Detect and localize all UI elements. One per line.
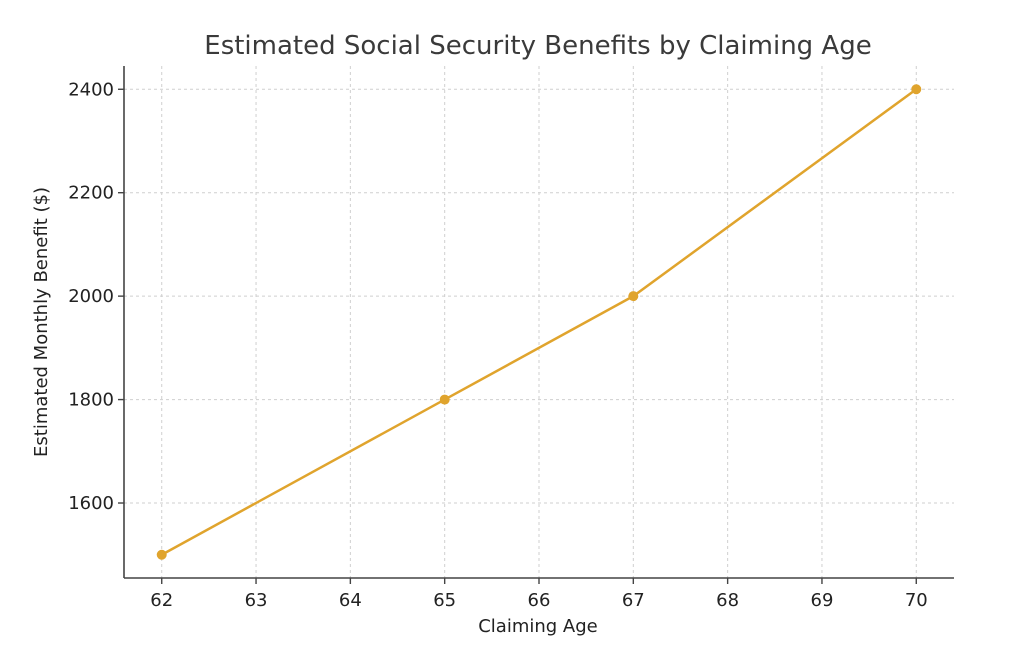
x-tick-label: 68 [716,590,739,611]
x-tick-label: 64 [339,590,362,611]
y-tick-label: 1600 [68,493,114,514]
x-tick-label: 63 [245,590,268,611]
data-point [911,84,922,95]
y-ticks: 1600 1800 2000 2200 2400 [68,79,124,514]
axes [123,66,954,579]
data-point [628,291,639,302]
y-tick-label: 1800 [68,390,114,411]
grid [124,66,954,578]
data-point [439,394,450,405]
x-tick-label: 65 [433,590,456,611]
series [156,84,922,560]
y-tick-label: 2000 [68,286,114,307]
series-line [161,88,918,556]
y-tick-label: 2200 [68,183,114,204]
x-tick-label: 62 [150,590,173,611]
x-tick-label: 70 [905,590,928,611]
x-tick-label: 67 [622,590,645,611]
y-tick-label: 2400 [68,79,114,100]
x-axis-label: Claiming Age [478,616,598,637]
x-ticks: 62 63 64 65 66 67 68 69 70 [150,578,928,611]
data-point [156,549,167,560]
y-axis-label: Estimated Monthly Benefit ($) [31,187,52,457]
x-tick-label: 69 [811,590,834,611]
chart-title: Estimated Social Security Benefits by Cl… [204,31,871,61]
x-tick-label: 66 [528,590,551,611]
